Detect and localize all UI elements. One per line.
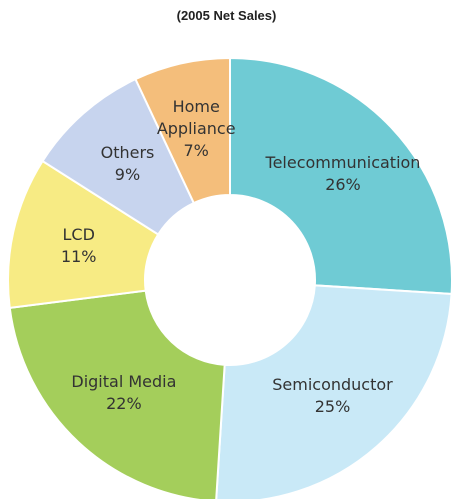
category-label: Digital Media [71,371,177,391]
slice-label: Semiconductor 25% [272,374,393,418]
donut-slice [215,284,453,499]
slice-label: Digital Media 22% [71,371,176,415]
category-label: Semiconductor [272,375,393,395]
slice-label: Telecommunication 26% [266,152,421,196]
category-label: Others [100,142,155,162]
category-label: LCD [62,225,95,245]
slice-label: Home Appliance 7% [156,96,236,162]
chart-title: (2005 Net Sales) [176,8,277,23]
category-label: Home Appliance [156,96,236,138]
value-label: 22% [106,393,142,413]
value-label: 7% [183,140,209,160]
donut-slice [134,56,231,205]
value-label: 11% [60,247,97,267]
donut-slice [8,289,226,499]
donut-slice [229,56,453,295]
slice-label: LCD 11% [61,224,97,268]
value-label: 9% [114,164,141,184]
donut-slice [7,159,160,309]
value-label: 25% [314,397,351,417]
slice-label: Others 9% [101,142,155,186]
category-label: Telecommunication [265,152,421,172]
value-label: 26% [325,174,361,194]
